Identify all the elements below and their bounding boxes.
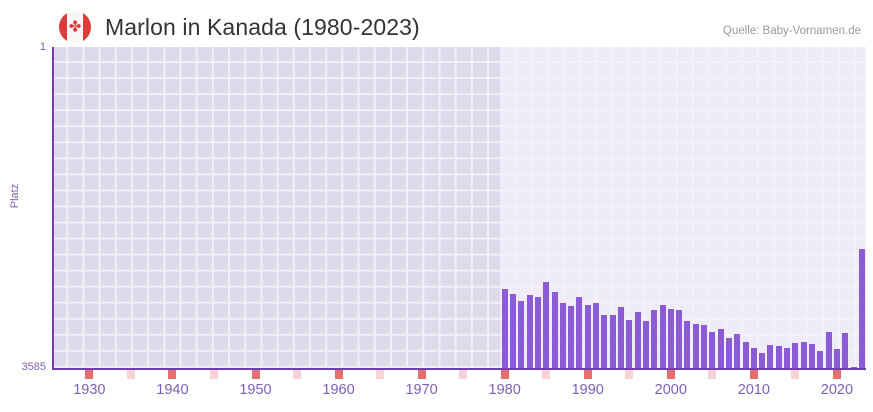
y-axis-tick-top: 1: [39, 41, 46, 53]
bar-1993: [609, 314, 616, 368]
x-tick-1950: [251, 370, 260, 379]
bar-2017: [809, 344, 815, 368]
bar-2015: [792, 343, 799, 368]
bar-2009: [742, 342, 749, 368]
bar-2020: [833, 348, 840, 368]
x-axis-line: [52, 368, 866, 370]
y-axis-line: [52, 47, 54, 369]
bar-2013: [775, 346, 782, 368]
x-tick-1980: [500, 370, 509, 379]
x-tick-2000: [666, 370, 675, 379]
x-tick-2015: [791, 370, 800, 379]
x-tick-label-1930: 1930: [73, 382, 106, 398]
canada-flag-icon: ✤: [59, 11, 91, 43]
bar-2016: [800, 342, 807, 368]
x-tick-label-2020: 2020: [820, 382, 854, 398]
bar-1994: [617, 306, 624, 368]
flag-center-band: [67, 11, 83, 43]
x-tick-2020: [832, 370, 841, 379]
x-tick-1990: [583, 370, 592, 379]
bar-1992: [601, 314, 608, 368]
x-tick-2010: [749, 370, 758, 379]
x-tick-1970: [417, 370, 426, 379]
x-tick-1955: [293, 370, 302, 379]
y-axis-tick-bottom: 3585: [21, 361, 46, 373]
bar-1989: [576, 296, 583, 368]
x-tick-label-2000: 2000: [654, 382, 687, 398]
x-tick-label-1990: 1990: [571, 382, 604, 398]
plot-area: [52, 47, 866, 368]
bar-2023: [858, 249, 865, 368]
bar-2002: [684, 320, 691, 368]
x-tick-label-1940: 1940: [156, 382, 189, 398]
bar-1996: [634, 312, 641, 368]
bar-2003: [692, 323, 699, 368]
x-tick-1935: [126, 370, 135, 379]
bar-1995: [626, 320, 633, 368]
bar-2008: [734, 333, 741, 368]
x-tick-1995: [625, 370, 634, 379]
x-tick-1945: [209, 370, 218, 379]
bar-2014: [784, 347, 791, 368]
bar-2018: [817, 351, 824, 368]
bar-2022: [850, 367, 857, 368]
y-axis-label: Platz: [9, 183, 21, 209]
x-tick-1960: [334, 370, 343, 379]
bar-1997: [642, 320, 649, 368]
bar-2007: [725, 338, 732, 368]
bar-1986: [551, 292, 558, 368]
bar-2021: [842, 332, 849, 368]
x-tick-label-2010: 2010: [737, 382, 770, 398]
x-axis-tick-strip: [52, 370, 866, 379]
x-tick-label-1960: 1960: [322, 382, 355, 398]
x-tick-1985: [542, 370, 551, 379]
bar-2019: [825, 331, 832, 368]
x-tick-1940: [168, 370, 177, 379]
x-tick-1930: [85, 370, 94, 379]
x-tick-label-1970: 1970: [405, 382, 438, 398]
x-tick-1965: [376, 370, 385, 379]
bar-1988: [568, 305, 575, 368]
bar-2012: [767, 345, 774, 368]
bar-1980: [501, 288, 508, 368]
bar-2011: [759, 353, 766, 368]
bar-2010: [750, 347, 757, 368]
bar-1987: [559, 303, 566, 368]
bar-1985: [543, 281, 550, 368]
flag-left-band: [59, 11, 67, 43]
bar-2004: [701, 325, 708, 368]
bar-2006: [717, 329, 724, 368]
page-title: Marlon in Kanada (1980-2023): [105, 14, 420, 40]
x-tick-2005: [708, 370, 717, 379]
flag-right-band: [83, 11, 91, 43]
bar-1991: [593, 303, 600, 368]
bar-2001: [676, 310, 683, 368]
bar-1982: [518, 301, 525, 368]
bar-1998: [651, 310, 658, 368]
x-tick-label-1980: 1980: [488, 382, 521, 398]
maple-leaf-icon: ✤: [68, 18, 82, 36]
bar-1990: [584, 304, 591, 368]
bar-2005: [709, 331, 716, 368]
source-label: Quelle: Baby-Vornamen.de: [722, 25, 861, 37]
bar-1983: [526, 295, 533, 368]
bar-1984: [534, 296, 541, 368]
bar-1999: [659, 304, 666, 368]
x-tick-label-1950: 1950: [239, 382, 272, 398]
bar-2000: [667, 309, 674, 368]
x-tick-1975: [459, 370, 468, 379]
bar-1981: [509, 294, 516, 368]
